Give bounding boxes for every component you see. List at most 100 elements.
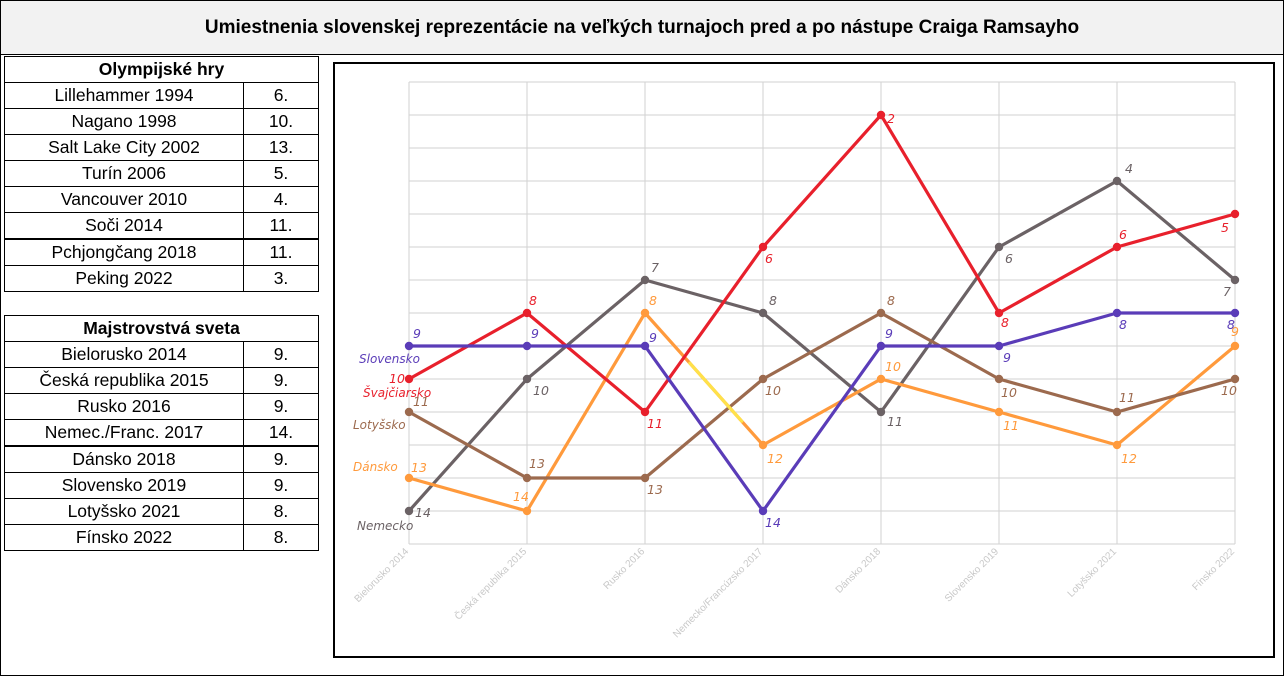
data-label: 7 — [651, 260, 659, 275]
data-label: 6 — [1005, 251, 1013, 266]
series-line-Nemecko — [407, 179, 1237, 513]
data-label: 6 — [1119, 227, 1127, 242]
data-point — [876, 341, 886, 351]
series-name-label: Slovensko — [359, 352, 420, 366]
table-row: Rusko 2016 9. — [4, 393, 319, 420]
data-point — [640, 341, 650, 351]
event-place: 9. — [243, 367, 319, 394]
data-point — [1230, 275, 1240, 285]
data-point — [640, 308, 650, 318]
data-point — [1112, 407, 1122, 417]
data-point — [876, 407, 886, 417]
table-row: Česká republika 2015 9. — [4, 367, 319, 394]
table-row: Lillehammer 1994 6. — [4, 82, 319, 109]
event-name: Lotyšsko 2021 — [4, 498, 244, 525]
olympic-table: Olympijské hry Lillehammer 1994 6. Nagano 1… — [4, 56, 319, 292]
event-place: 9. — [243, 445, 319, 473]
data-point — [522, 473, 532, 483]
data-point — [1230, 341, 1240, 351]
data-label: 9 — [1003, 350, 1011, 365]
data-point — [876, 374, 886, 384]
data-point — [758, 506, 768, 516]
table-row: Dánsko 2018 9. — [4, 445, 319, 473]
data-label: 9 — [885, 326, 893, 341]
table-row: Fínsko 2022 8. — [4, 524, 319, 551]
event-place: 9. — [243, 393, 319, 420]
x-tick-label: Lotyšsko 2021 — [1066, 546, 1120, 600]
data-point — [640, 473, 650, 483]
data-label: 8 — [1227, 317, 1235, 332]
data-point — [758, 308, 768, 318]
olympic-table-header: Olympijské hry — [4, 56, 319, 83]
series-name-label: Nemecko — [357, 519, 413, 533]
table-row: Salt Lake City 2002 13. — [4, 134, 319, 161]
world-table-header: Majstrovstvá sveta — [4, 315, 319, 342]
data-label: 13 — [411, 460, 427, 475]
event-name: Soči 2014 — [4, 212, 244, 240]
table-row: Bielorusko 2014 9. — [4, 341, 319, 368]
data-point — [404, 341, 414, 351]
data-label: 4 — [1125, 161, 1133, 176]
table-row: Nemec./Franc. 2017 14. — [4, 419, 319, 447]
data-point — [1230, 209, 1240, 219]
data-label: 9 — [413, 326, 421, 341]
event-name: Peking 2022 — [4, 265, 244, 292]
data-label: 12 — [1121, 451, 1137, 466]
x-tick-label: Dánsko 2018 — [834, 546, 884, 596]
data-label: 8 — [887, 293, 895, 308]
data-point — [876, 308, 886, 318]
data-point — [758, 440, 768, 450]
data-point — [758, 242, 768, 252]
x-tick-label: Fínsko 2022 — [1190, 546, 1237, 593]
series-line-Švajčiarsko — [408, 113, 1236, 414]
series-line-Slovensko — [409, 311, 1235, 513]
chart-area: Bielorusko 2014 Česká republika 2015 Rusko… — [333, 62, 1275, 658]
series-name-label: Dánsko — [353, 460, 398, 474]
data-point — [1112, 308, 1122, 318]
data-point — [994, 407, 1004, 417]
table-row: Vancouver 2010 4. — [4, 186, 319, 213]
x-tick-label: Bielorusko 2014 — [353, 546, 412, 605]
data-label: 2 — [887, 111, 895, 126]
data-point — [404, 506, 414, 516]
table-row: Turín 2006 5. — [4, 160, 319, 187]
data-label: 8 — [1001, 315, 1009, 330]
world-championship-table: Majstrovstvá sveta Bielorusko 2014 9. Česká… — [4, 315, 319, 551]
data-point — [404, 473, 414, 483]
data-point — [994, 374, 1004, 384]
table-row: Nagano 1998 10. — [4, 108, 319, 135]
event-place: 8. — [243, 498, 319, 525]
event-place: 13. — [243, 134, 319, 161]
data-label: 8 — [769, 293, 777, 308]
x-tick-label: Slovensko 2019 — [943, 546, 1001, 604]
data-point — [640, 275, 650, 285]
event-place: 3. — [243, 265, 319, 292]
x-tick-label: Nemecko/Francúzsko 2017 — [671, 546, 765, 640]
event-place: 9. — [243, 341, 319, 368]
series-name-label: Švajčiarsko — [363, 385, 431, 400]
data-point — [876, 110, 886, 120]
event-name: Turín 2006 — [4, 160, 244, 187]
data-label: 12 — [767, 451, 783, 466]
data-point — [404, 407, 414, 417]
x-tick-label: Rusko 2016 — [602, 546, 648, 592]
event-place: 11. — [243, 212, 319, 240]
data-point — [994, 308, 1004, 318]
data-label: 10 — [389, 371, 405, 386]
data-label: 14 — [765, 515, 781, 530]
data-label: 11 — [887, 414, 903, 429]
event-name: Nagano 1998 — [4, 108, 244, 135]
event-place: 4. — [243, 186, 319, 213]
data-label: 11 — [413, 394, 429, 409]
data-label: 11 — [647, 416, 663, 431]
data-label: 13 — [529, 456, 545, 471]
event-name: Vancouver 2010 — [4, 186, 244, 213]
data-point — [1230, 308, 1240, 318]
data-label: 10 — [1221, 383, 1237, 398]
data-label: 10 — [885, 359, 901, 374]
event-name: Salt Lake City 2002 — [4, 134, 244, 161]
data-point — [522, 506, 532, 516]
data-point — [522, 308, 532, 318]
data-label: 7 — [1223, 284, 1231, 299]
data-label: 5 — [1221, 220, 1229, 235]
